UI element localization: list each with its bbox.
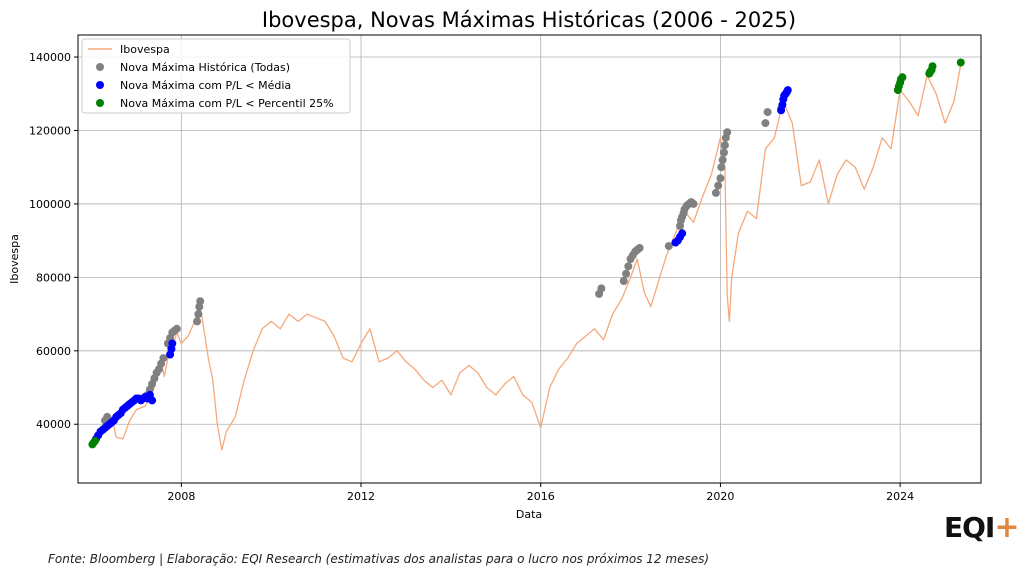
chart-title: Ibovespa, Novas Máximas Históricas (2006…: [262, 8, 796, 32]
logo-text: EQI: [944, 511, 995, 544]
legend-label-pl-media: Nova Máxima com P/L < Média: [120, 79, 291, 92]
scatter-point: [664, 242, 673, 251]
scatter-point: [898, 73, 907, 82]
scatter-point: [635, 244, 644, 252]
scatter-point: [783, 86, 792, 95]
axis-ticks: 2008 2012 2016 2020 2024 40000 60000 80000 10000…: [29, 51, 914, 503]
scatter-point: [193, 317, 202, 326]
legend-box: [81, 38, 351, 114]
scatter-point: [718, 155, 727, 164]
y-tick-label: 100000: [29, 198, 71, 211]
logo-plus: +: [994, 510, 1019, 545]
scatter-point: [711, 188, 720, 197]
scatter-series-3: [88, 58, 965, 449]
scatter-point: [928, 62, 937, 71]
scatter-point: [723, 128, 732, 137]
scatter-point: [619, 277, 628, 285]
scatter-point: [956, 58, 965, 67]
y-tick-label: 80000: [36, 271, 71, 284]
y-tick-label: 140000: [29, 51, 71, 64]
legend-label-todas: Nova Máxima Histórica (Todas): [120, 61, 290, 74]
scatter-point: [720, 141, 729, 150]
scatter-point: [622, 269, 631, 278]
scatter-series-2: [92, 86, 792, 443]
scatter-point: [597, 284, 606, 293]
scatter-point: [714, 181, 723, 190]
legend-marker-pl-p25: [96, 99, 104, 107]
legend-marker-pl-media: [96, 81, 104, 89]
x-tick-label: 2012: [347, 490, 375, 503]
series-layer: [88, 58, 965, 451]
legend: Ibovespa Nova Máxima Histórica (Todas) N…: [81, 38, 351, 114]
scatter-point: [172, 324, 181, 333]
series-line-ibovespa: [90, 64, 962, 451]
scatter-point: [168, 339, 177, 348]
legend-label-ibovespa: Ibovespa: [120, 43, 170, 56]
scatter-series-1: [101, 104, 786, 425]
y-tick-label: 40000: [36, 418, 71, 431]
scatter-point: [720, 148, 728, 157]
scatter-point: [194, 310, 203, 319]
scatter-point: [716, 174, 725, 183]
eqi-logo: EQI+: [944, 510, 1020, 545]
scatter-point: [103, 412, 112, 421]
x-tick-label: 2016: [527, 490, 555, 503]
scatter-point: [678, 229, 687, 238]
x-tick-label: 2020: [706, 490, 734, 503]
scatter-point: [196, 297, 205, 306]
legend-marker-todas: [96, 63, 104, 71]
scatter-point: [717, 163, 726, 172]
scatter-point: [159, 354, 168, 363]
plot-frame: [77, 34, 982, 484]
legend-label-pl-p25: Nova Máxima com P/L < Percentil 25%: [120, 97, 334, 110]
source-footnote: Fonte: Bloomberg | Elaboração: EQI Resea…: [48, 552, 710, 566]
scatter-point: [624, 262, 633, 271]
y-axis-title: Ibovespa: [8, 234, 21, 284]
scatter-point: [689, 199, 698, 208]
x-tick-label: 2008: [167, 490, 195, 503]
scatter-point: [148, 396, 157, 405]
scatter-point: [763, 108, 772, 117]
x-axis-title: Data: [516, 508, 542, 521]
y-tick-label: 60000: [36, 345, 71, 358]
scatter-point: [761, 119, 770, 128]
x-tick-label: 2024: [886, 490, 914, 503]
scatter-point: [91, 436, 100, 445]
y-tick-label: 120000: [29, 124, 71, 137]
